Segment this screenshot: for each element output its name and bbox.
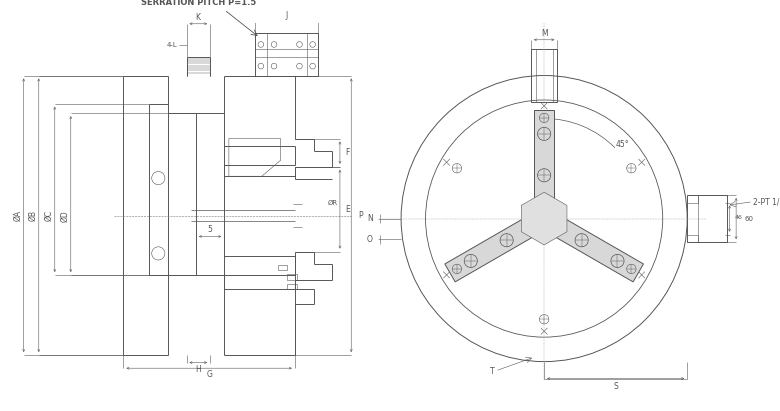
Bar [278,265,287,270]
Polygon shape [555,219,644,282]
Bar [531,49,558,102]
Text: 46: 46 [734,215,742,220]
Text: E: E [346,205,350,214]
Text: K: K [195,13,200,22]
Text: 45°: 45° [616,140,629,149]
Bar [287,284,296,289]
Text: T: T [490,367,495,376]
Text: H: H [195,365,200,374]
Bar [687,195,727,242]
Polygon shape [521,192,567,245]
Text: 5: 5 [207,225,212,234]
Bar [255,33,318,76]
Text: P: P [359,211,363,220]
Text: S: S [613,381,618,390]
Text: ØB: ØB [29,210,37,221]
Text: M: M [541,29,548,38]
Polygon shape [445,219,533,282]
Text: 2-PT 1/4: 2-PT 1/4 [753,197,780,206]
Polygon shape [534,110,555,199]
Text: J: J [285,11,287,20]
Text: O: O [367,235,373,244]
Text: ØA: ØA [13,210,23,221]
Bar [287,274,296,280]
Text: G: G [206,370,212,379]
Text: ØC: ØC [44,210,54,221]
Text: N: N [367,214,373,223]
Text: SERRATION PITCH P=1.5: SERRATION PITCH P=1.5 [141,0,257,7]
Text: 4-L: 4-L [166,42,177,48]
Text: 60: 60 [745,216,753,222]
Text: ØD: ØD [61,210,69,222]
Text: F: F [346,148,350,157]
Text: ØR: ØR [328,200,338,206]
